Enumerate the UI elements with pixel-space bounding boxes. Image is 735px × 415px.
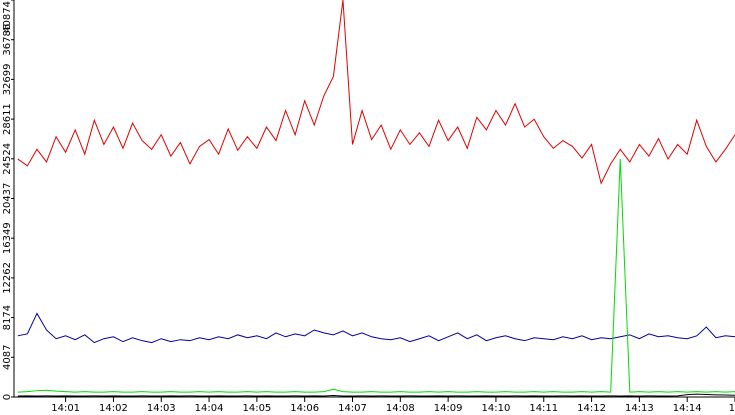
x-tick-label: 14:05 xyxy=(242,403,271,414)
y-tick-label: 16349 xyxy=(2,222,13,254)
x-tick-label: 14:03 xyxy=(147,403,176,414)
x-tick-label: 14:13 xyxy=(625,403,654,414)
y-tick-label: 12262 xyxy=(2,262,13,294)
x-tick-label: 14:06 xyxy=(290,403,319,414)
x-tick-label: 14:09 xyxy=(434,403,463,414)
x-tick-label: 14:14 xyxy=(673,403,702,414)
y-tick-label: 8174 xyxy=(2,305,13,330)
y-tick-label: 36786 xyxy=(2,24,13,56)
series-line xyxy=(17,0,735,185)
x-tick-label: 14:04 xyxy=(195,403,224,414)
x-tick-label: 14 xyxy=(729,403,735,414)
x-tick-label: 14:11 xyxy=(529,403,558,414)
y-tick-label: 32699 xyxy=(2,63,13,95)
y-tick-label: 28611 xyxy=(2,103,13,135)
x-tick-label: 14:02 xyxy=(99,403,128,414)
y-tick-label: 40874 xyxy=(2,1,13,33)
x-tick-label: 14:12 xyxy=(577,403,606,414)
y-tick-label: 20437 xyxy=(2,183,13,215)
x-tick-label: 14:07 xyxy=(338,403,367,414)
y-tick-label: 4087 xyxy=(2,345,13,370)
series-line xyxy=(17,312,735,344)
series-line xyxy=(17,393,735,397)
series-line xyxy=(17,159,735,393)
x-tick-label: 14:01 xyxy=(51,403,80,414)
x-tick-label: 14:10 xyxy=(482,403,511,414)
x-tick-label: 14:08 xyxy=(386,403,415,414)
y-tick-label: 24524 xyxy=(2,143,13,175)
y-tick-label: 0 xyxy=(2,394,13,400)
